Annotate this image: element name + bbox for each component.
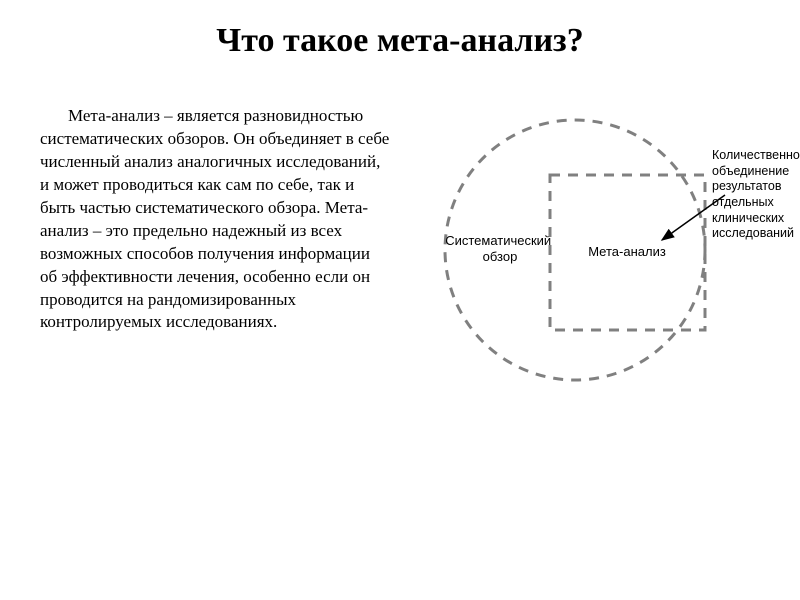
annotation-line: клинических bbox=[712, 211, 784, 225]
annotation-line: результатов bbox=[712, 179, 781, 193]
diagram-annotation: Количественное объединение результатов о… bbox=[712, 148, 800, 242]
page-title: Что такое мета-анализ? bbox=[0, 22, 800, 60]
box-label: Мета-анализ bbox=[588, 244, 666, 259]
meta-analysis-diagram: Систематический обзор Мета-анализ Количе… bbox=[400, 80, 800, 420]
paragraph-text: Мета-анализ – является разновидностью си… bbox=[40, 105, 390, 334]
annotation-line: объединение bbox=[712, 164, 789, 178]
annotation-line: исследований bbox=[712, 226, 794, 240]
annotation-line: Количественное bbox=[712, 148, 800, 162]
body-paragraph: Мета-анализ – является разновидностью си… bbox=[40, 105, 390, 334]
diagram-svg: Систематический обзор Мета-анализ bbox=[400, 80, 800, 420]
circle-label: Систематический обзор bbox=[445, 233, 555, 264]
annotation-line: отдельных bbox=[712, 195, 774, 209]
slide: Что такое мета-анализ? Мета-анализ – явл… bbox=[0, 0, 800, 600]
